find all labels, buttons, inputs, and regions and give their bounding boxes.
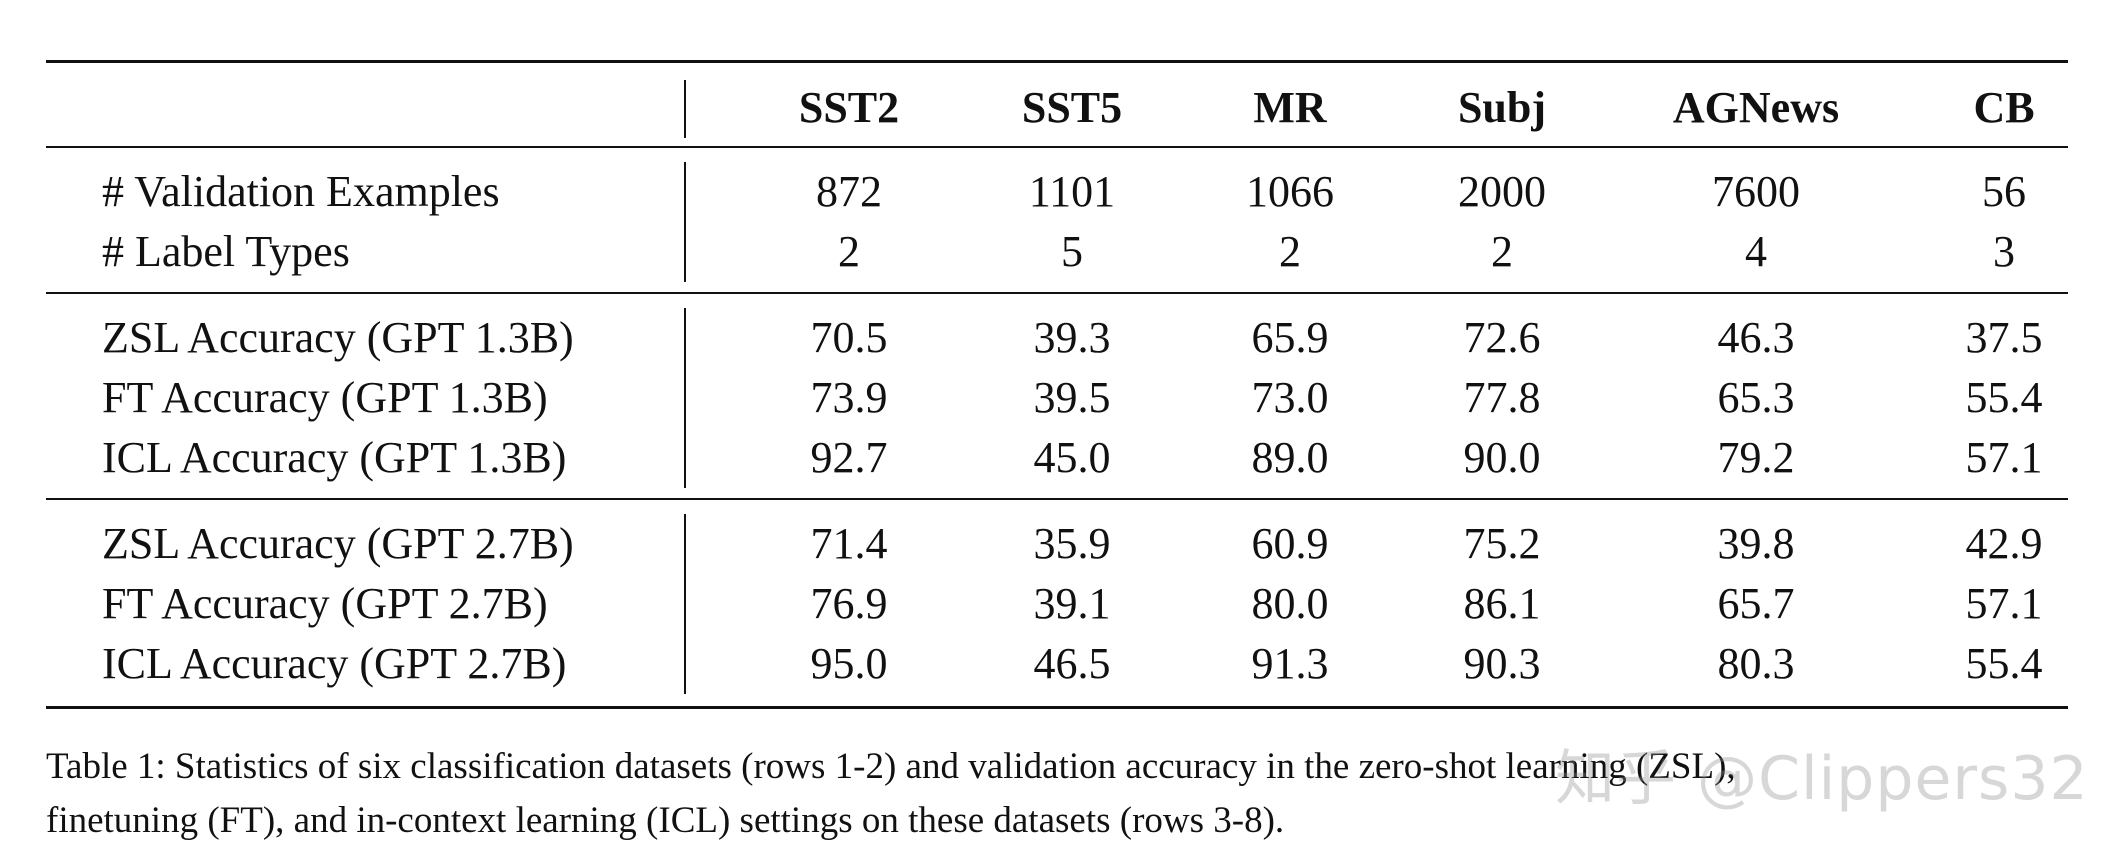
row-label: ZSL Accuracy (GPT 2.7B)	[102, 519, 574, 568]
row-label: FT Accuracy (GPT 2.7B)	[102, 579, 548, 628]
table-cell: 39.8	[1717, 519, 1795, 568]
table-cell: 92.7	[810, 433, 888, 482]
group2-bottom-rule	[46, 498, 2068, 500]
table-row: # Validation Examples 872 1101 1066 2000…	[46, 162, 2068, 222]
column-header-cb: CB	[1973, 83, 2035, 132]
table-row: ICL Accuracy (GPT 1.3B) 92.7 45.0 89.0 9…	[46, 428, 2068, 488]
table-cell: 91.3	[1251, 639, 1329, 688]
table-cell: 80.3	[1717, 639, 1795, 688]
table-cell: 4	[1745, 227, 1767, 276]
table-cell: 2000	[1458, 167, 1546, 216]
caption-line-1: Table 1: Statistics of six classificatio…	[46, 746, 1736, 787]
table-cell: 65.9	[1251, 313, 1329, 362]
row-label: ICL Accuracy (GPT 2.7B)	[102, 639, 567, 688]
table-row: # Label Types 2 5 2 2 4 3	[46, 222, 2068, 282]
column-header-sst5: SST5	[1021, 83, 1123, 132]
row-label: ICL Accuracy (GPT 1.3B)	[102, 433, 567, 482]
table-cell: 60.9	[1251, 519, 1329, 568]
table-cell: 86.1	[1463, 579, 1541, 628]
table-cell: 39.1	[1033, 579, 1111, 628]
table-cell: 65.3	[1717, 373, 1795, 422]
row-label: ZSL Accuracy (GPT 1.3B)	[102, 313, 574, 362]
table-cell: 3	[1993, 227, 2015, 276]
table-cell: 65.7	[1717, 579, 1795, 628]
group1-vertical-divider	[684, 162, 686, 282]
table-cell: 37.5	[1965, 313, 2043, 362]
column-header-subj: Subj	[1457, 83, 1547, 132]
table-cell: 72.6	[1463, 313, 1541, 362]
table-cell: 89.0	[1251, 433, 1329, 482]
table-cell: 2	[1279, 227, 1301, 276]
table-cell: 45.0	[1033, 433, 1111, 482]
table-cell: 55.4	[1965, 373, 2043, 422]
table-cell: 76.9	[810, 579, 888, 628]
table-cell: 1101	[1028, 167, 1116, 216]
table-cell: 73.0	[1251, 373, 1329, 422]
watermark: 知乎 @Clippers32	[1555, 744, 2089, 814]
table-header-row: SST2 SST5 MR Subj AGNews CB	[46, 78, 2068, 138]
table-cell: 1066	[1246, 167, 1334, 216]
table-cell: 872	[816, 167, 882, 216]
table-cell: 57.1	[1965, 579, 2043, 628]
table-row: FT Accuracy (GPT 1.3B) 73.9 39.5 73.0 77…	[46, 368, 2068, 428]
group2-vertical-divider	[684, 308, 686, 488]
header-vertical-divider	[684, 80, 686, 138]
table-top-rule	[46, 60, 2068, 63]
table-row: ZSL Accuracy (GPT 2.7B) 71.4 35.9 60.9 7…	[46, 514, 2068, 574]
table-caption: Table 1: Statistics of six classificatio…	[46, 740, 2086, 848]
row-label: FT Accuracy (GPT 1.3B)	[102, 373, 548, 422]
table-cell: 2	[838, 227, 860, 276]
caption-line-2: finetuning (FT), and in-context learning…	[46, 800, 1285, 841]
row-label: # Validation Examples	[102, 167, 500, 216]
row-label: # Label Types	[102, 227, 350, 276]
table-cell: 90.0	[1463, 433, 1541, 482]
table-cell: 39.3	[1033, 313, 1111, 362]
table-cell: 71.4	[810, 519, 888, 568]
table-cell: 7600	[1712, 167, 1800, 216]
table-cell: 73.9	[810, 373, 888, 422]
table-cell: 70.5	[810, 313, 888, 362]
group3-vertical-divider	[684, 514, 686, 694]
table-cell: 2	[1491, 227, 1513, 276]
table-row: ICL Accuracy (GPT 2.7B) 95.0 46.5 91.3 9…	[46, 634, 2068, 694]
table-cell: 56	[1982, 167, 2026, 216]
table-cell: 77.8	[1463, 373, 1541, 422]
table-cell: 35.9	[1033, 519, 1111, 568]
table-bottom-rule	[46, 706, 2068, 709]
column-header-mr: MR	[1253, 83, 1327, 132]
table-row: FT Accuracy (GPT 2.7B) 76.9 39.1 80.0 86…	[46, 574, 2068, 634]
table-row: ZSL Accuracy (GPT 1.3B) 70.5 39.3 65.9 7…	[46, 308, 2068, 368]
column-header-sst2: SST2	[798, 83, 900, 132]
table-cell: 46.5	[1033, 639, 1111, 688]
table-cell: 75.2	[1463, 519, 1541, 568]
column-header-agnews: AGNews	[1672, 83, 1840, 132]
header-bottom-rule	[46, 146, 2068, 148]
table-cell: 55.4	[1965, 639, 2043, 688]
group1-bottom-rule	[46, 292, 2068, 294]
table-cell: 5	[1061, 227, 1083, 276]
table-cell: 80.0	[1251, 579, 1329, 628]
table-cell: 39.5	[1033, 373, 1111, 422]
table-cell: 42.9	[1965, 519, 2043, 568]
table-cell: 95.0	[810, 639, 888, 688]
table-cell: 57.1	[1965, 433, 2043, 482]
table-cell: 90.3	[1463, 639, 1541, 688]
table-cell: 46.3	[1717, 313, 1795, 362]
table-cell: 79.2	[1717, 433, 1795, 482]
